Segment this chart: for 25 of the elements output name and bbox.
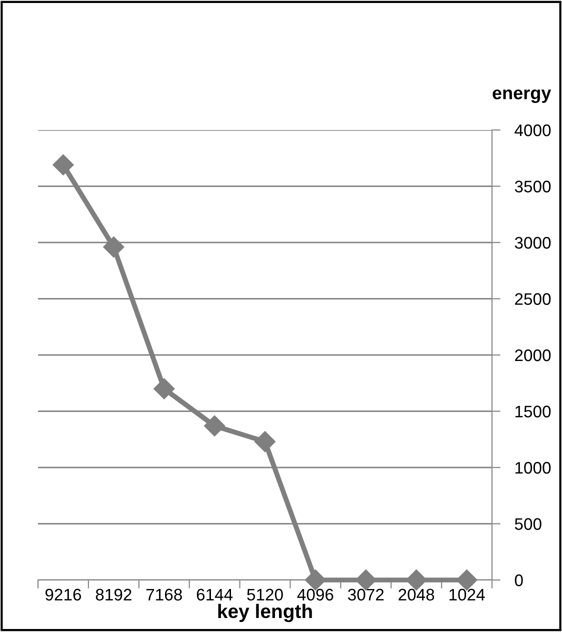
x-tick-label: 9216	[45, 588, 82, 601]
x-tick-label: 6144	[196, 588, 233, 601]
point	[52, 154, 74, 176]
y-tick-label: 0	[514, 574, 523, 586]
y-tick-label: 2500	[515, 293, 551, 305]
x-tick-label: 5120	[247, 588, 283, 601]
y-tick-label: 1500	[515, 406, 551, 418]
y-tick-label: 3000	[514, 236, 551, 249]
point	[103, 236, 124, 258]
x-tick-label: 3072	[348, 588, 384, 601]
y-tick-label: 2000	[515, 349, 551, 362]
point	[254, 431, 276, 452]
x-tick-label: 4096	[297, 588, 334, 601]
x-tick-label: 8192	[96, 588, 132, 601]
y-tick-label: 4000	[514, 124, 551, 136]
y-tick-label: 1000	[515, 462, 551, 474]
y-tick-label: 500	[514, 518, 542, 530]
y-axis-title: energy	[492, 89, 552, 103]
point	[204, 415, 226, 436]
y-tick-label: 3500	[514, 180, 551, 192]
point	[154, 378, 175, 400]
x-tick-label: 2048	[398, 588, 434, 601]
x-tick-label: 7168	[146, 588, 182, 601]
x-axis-title: key length	[218, 604, 312, 622]
x-tick-label: 1024	[450, 588, 485, 601]
